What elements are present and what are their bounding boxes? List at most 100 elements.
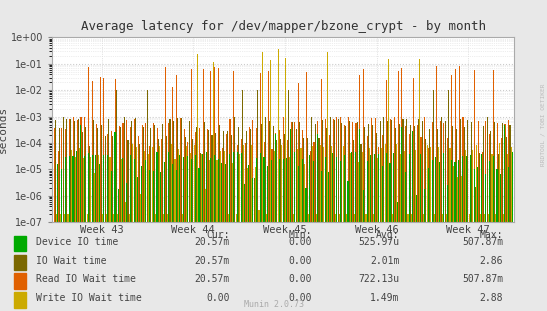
- Bar: [139, 144, 140, 222]
- Bar: [377, 158, 378, 222]
- Bar: [457, 177, 458, 222]
- Bar: [458, 160, 459, 222]
- Bar: [180, 118, 181, 222]
- Bar: [14, 236, 26, 251]
- Bar: [363, 190, 364, 222]
- Text: 507.87m: 507.87m: [462, 237, 503, 247]
- Bar: [427, 145, 428, 222]
- Y-axis label: seconds: seconds: [0, 106, 8, 153]
- Bar: [224, 151, 225, 222]
- Bar: [245, 143, 246, 222]
- Bar: [216, 133, 217, 222]
- Bar: [311, 118, 312, 222]
- Bar: [388, 59, 389, 222]
- Bar: [189, 121, 190, 222]
- Bar: [391, 120, 392, 222]
- Bar: [470, 165, 471, 222]
- Bar: [253, 178, 254, 222]
- Bar: [227, 131, 228, 222]
- Bar: [120, 127, 121, 222]
- Bar: [63, 214, 65, 222]
- Bar: [458, 67, 459, 222]
- Bar: [369, 148, 370, 222]
- Bar: [187, 156, 188, 222]
- Bar: [315, 123, 316, 222]
- Bar: [277, 49, 278, 222]
- Bar: [359, 75, 360, 222]
- Bar: [411, 214, 412, 222]
- Bar: [129, 214, 130, 222]
- Bar: [86, 214, 88, 222]
- Bar: [414, 126, 415, 222]
- Text: 0.00: 0.00: [288, 274, 312, 284]
- Bar: [178, 149, 179, 222]
- Bar: [222, 148, 223, 222]
- Bar: [185, 137, 186, 222]
- Bar: [14, 273, 26, 289]
- Bar: [432, 123, 433, 222]
- Bar: [233, 151, 234, 222]
- Bar: [133, 159, 135, 222]
- Bar: [327, 52, 328, 222]
- Bar: [424, 117, 426, 222]
- Bar: [316, 214, 317, 222]
- Bar: [69, 119, 70, 222]
- Bar: [264, 157, 265, 222]
- Text: 20.57m: 20.57m: [195, 256, 230, 266]
- Text: 20.57m: 20.57m: [195, 274, 230, 284]
- Bar: [451, 160, 452, 222]
- Bar: [148, 154, 149, 222]
- Bar: [334, 120, 335, 222]
- Bar: [300, 148, 301, 222]
- Bar: [193, 139, 194, 222]
- Text: 2.01m: 2.01m: [370, 256, 399, 266]
- Bar: [276, 140, 277, 222]
- Bar: [191, 159, 192, 222]
- Bar: [156, 152, 158, 222]
- Bar: [419, 59, 420, 222]
- Bar: [137, 177, 138, 222]
- Bar: [397, 202, 398, 222]
- Bar: [158, 139, 159, 222]
- Bar: [251, 145, 252, 222]
- Bar: [248, 127, 249, 222]
- Bar: [438, 147, 439, 222]
- Bar: [183, 157, 184, 222]
- Bar: [103, 155, 104, 222]
- Bar: [366, 161, 368, 222]
- Bar: [214, 67, 215, 222]
- Bar: [312, 146, 313, 222]
- Bar: [486, 118, 487, 222]
- Bar: [237, 152, 238, 222]
- Bar: [465, 150, 466, 222]
- Bar: [147, 90, 148, 222]
- Bar: [160, 172, 161, 222]
- Bar: [60, 214, 61, 222]
- Bar: [228, 214, 229, 222]
- Bar: [190, 153, 191, 222]
- Bar: [309, 155, 310, 222]
- Bar: [275, 134, 276, 222]
- Bar: [162, 124, 163, 222]
- Bar: [497, 123, 498, 222]
- Bar: [308, 214, 309, 222]
- Bar: [455, 69, 456, 222]
- Bar: [382, 166, 383, 222]
- Bar: [382, 136, 383, 222]
- Text: 1.49m: 1.49m: [370, 293, 399, 303]
- Bar: [229, 119, 230, 222]
- Bar: [96, 124, 97, 222]
- Bar: [207, 129, 208, 222]
- Bar: [220, 151, 222, 222]
- Bar: [363, 69, 364, 222]
- Bar: [131, 121, 132, 222]
- Bar: [509, 125, 510, 222]
- Bar: [349, 121, 350, 222]
- Bar: [62, 117, 63, 222]
- Bar: [328, 172, 329, 222]
- Bar: [142, 125, 143, 222]
- Bar: [99, 164, 100, 222]
- Bar: [241, 153, 242, 222]
- Bar: [409, 154, 410, 222]
- Bar: [421, 137, 422, 222]
